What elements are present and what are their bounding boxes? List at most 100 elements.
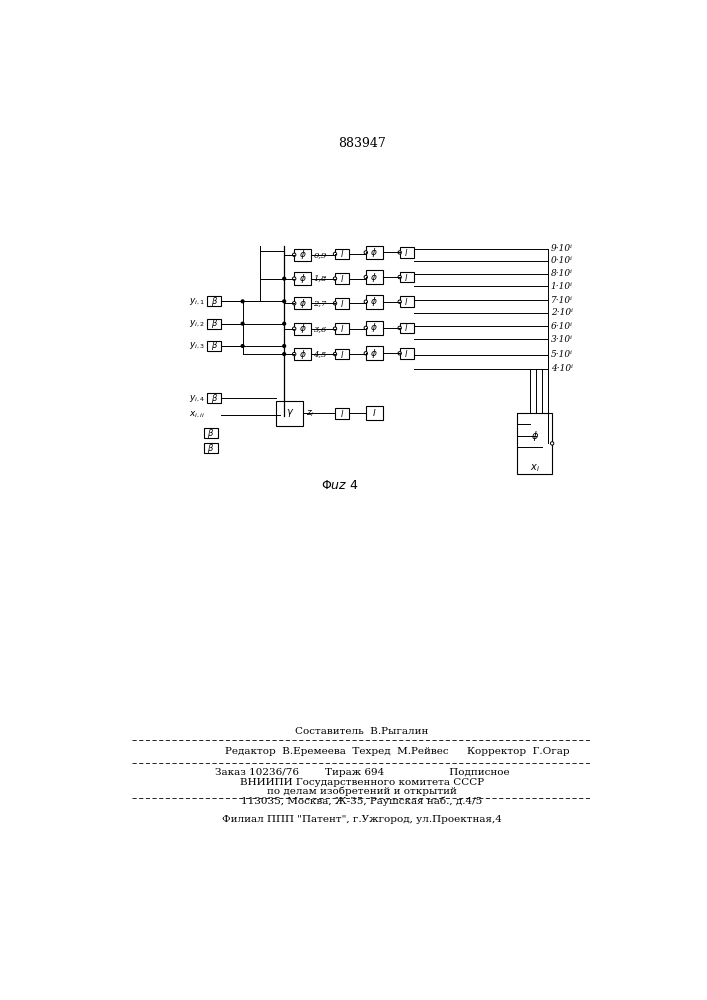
Bar — [207, 341, 221, 351]
Circle shape — [293, 327, 296, 330]
Text: ВНИИПИ Государственного комитета СССР: ВНИИПИ Государственного комитета СССР — [240, 778, 484, 787]
Circle shape — [283, 322, 286, 325]
Bar — [366, 321, 382, 335]
Circle shape — [333, 277, 337, 280]
Bar — [335, 273, 349, 284]
Text: $\it{\beta}$: $\it{\beta}$ — [211, 392, 218, 405]
Text: $\it{\beta}$: $\it{\beta}$ — [211, 317, 218, 330]
Text: 8·10ⁱ: 8·10ⁱ — [551, 269, 573, 278]
Text: $\it{l}$: $\it{l}$ — [340, 408, 344, 419]
Text: $\it{l}$: $\it{l}$ — [340, 323, 344, 334]
Bar — [207, 296, 221, 306]
Circle shape — [364, 352, 368, 355]
Bar — [335, 249, 349, 259]
Text: $\it{l}$: $\it{l}$ — [404, 247, 409, 258]
Text: $\it{\phi}$: $\it{\phi}$ — [299, 297, 306, 310]
Text: 7·10ⁱ: 7·10ⁱ — [551, 296, 573, 305]
Text: $y_{i,1}$: $y_{i,1}$ — [189, 296, 205, 307]
Bar — [294, 249, 311, 261]
Circle shape — [398, 275, 402, 279]
Bar — [399, 272, 414, 282]
Text: Филиал ППП "Патент", г.Ужгород, ул.Проектная,4: Филиал ППП "Патент", г.Ужгород, ул.Проек… — [222, 815, 502, 824]
Circle shape — [283, 300, 286, 303]
Bar — [207, 393, 221, 403]
Text: 2,7: 2,7 — [313, 299, 327, 307]
Circle shape — [293, 277, 296, 280]
Text: $\it{\phi}$: $\it{\phi}$ — [370, 347, 378, 360]
Bar — [366, 406, 382, 420]
Circle shape — [333, 352, 337, 356]
Text: $\it{l}$: $\it{l}$ — [404, 296, 409, 307]
Circle shape — [283, 353, 286, 355]
Text: $\it{l}$: $\it{l}$ — [404, 322, 409, 333]
Text: $y_{i,3}$: $y_{i,3}$ — [189, 341, 205, 351]
Text: $\it{\beta}$: $\it{\beta}$ — [207, 442, 215, 455]
Bar — [366, 295, 382, 309]
Text: $\it{\phi}$: $\it{\phi}$ — [370, 246, 378, 259]
Text: $\it{\beta}$: $\it{\beta}$ — [211, 295, 218, 308]
Circle shape — [398, 251, 402, 254]
Bar — [399, 348, 414, 359]
Bar — [366, 346, 382, 360]
Text: 9·10ⁱ: 9·10ⁱ — [551, 244, 573, 253]
Text: 5·10ⁱ: 5·10ⁱ — [551, 350, 573, 359]
Text: $\it{l}$: $\it{l}$ — [404, 272, 409, 283]
Text: 883947: 883947 — [338, 137, 386, 150]
Bar — [276, 401, 303, 426]
Text: Составитель  В.Рыгалин: Составитель В.Рыгалин — [296, 727, 428, 736]
Bar — [335, 408, 349, 419]
Bar — [204, 428, 218, 438]
Bar — [399, 323, 414, 333]
Text: $\it{\phi}$: $\it{\phi}$ — [299, 248, 306, 261]
Bar — [207, 319, 221, 329]
Circle shape — [551, 442, 554, 445]
Circle shape — [398, 326, 402, 330]
Text: $\it{l}$: $\it{l}$ — [340, 248, 344, 259]
Text: $\it{l}$: $\it{l}$ — [340, 273, 344, 284]
Text: 1,8: 1,8 — [313, 275, 327, 283]
Text: $\it{l}$: $\it{l}$ — [340, 349, 344, 360]
Text: Корректор  Г.Огар: Корректор Г.Огар — [467, 747, 570, 756]
Circle shape — [398, 352, 402, 355]
Text: $\it{\gamma}$: $\it{\gamma}$ — [286, 407, 294, 419]
Text: 2·10ⁱ: 2·10ⁱ — [551, 308, 573, 317]
Text: $\it{\beta}$: $\it{\beta}$ — [211, 339, 218, 352]
Bar — [294, 348, 311, 360]
Text: 0·10ⁱ: 0·10ⁱ — [551, 256, 573, 265]
Text: 4·10ⁱ: 4·10ⁱ — [551, 364, 573, 373]
Circle shape — [364, 275, 368, 279]
Text: $\it{\phi}$: $\it{\phi}$ — [370, 271, 378, 284]
Bar — [399, 247, 414, 258]
Text: $\Phi u z \ 4$: $\Phi u z \ 4$ — [321, 479, 358, 492]
Bar — [294, 323, 311, 335]
Bar — [294, 272, 311, 285]
Text: 4,5: 4,5 — [313, 350, 327, 358]
Circle shape — [241, 345, 244, 347]
Circle shape — [333, 302, 337, 305]
Text: $\it{l}$: $\it{l}$ — [404, 348, 409, 359]
Bar — [204, 443, 218, 453]
Circle shape — [283, 345, 286, 347]
Text: 6·10ⁱ: 6·10ⁱ — [551, 322, 573, 331]
Text: $\it{l}$: $\it{l}$ — [372, 407, 377, 418]
Text: по делам изобретений и открытий: по делам изобретений и открытий — [267, 787, 457, 796]
Text: Заказ 10236/76        Тираж 694                    Подписное: Заказ 10236/76 Тираж 694 Подписное — [215, 768, 509, 777]
Text: $x_i$: $x_i$ — [530, 462, 539, 474]
Circle shape — [241, 300, 244, 303]
Circle shape — [364, 251, 368, 254]
Text: $y_{i,4}$: $y_{i,4}$ — [189, 393, 205, 404]
Text: 1·10ⁱ: 1·10ⁱ — [551, 282, 573, 291]
Text: $\it{\phi}$: $\it{\phi}$ — [299, 272, 306, 285]
Circle shape — [364, 326, 368, 330]
Text: $\it{\phi}$: $\it{\phi}$ — [531, 429, 539, 443]
Text: $\it{\beta}$: $\it{\beta}$ — [207, 427, 215, 440]
Text: $x_{i,ii}$: $x_{i,ii}$ — [189, 410, 205, 420]
Circle shape — [293, 352, 296, 356]
Bar — [335, 349, 349, 359]
Bar — [335, 323, 349, 334]
Text: $\it{l}$: $\it{l}$ — [340, 298, 344, 309]
Text: $\it{\phi}$: $\it{\phi}$ — [299, 348, 306, 361]
Circle shape — [283, 277, 286, 280]
Circle shape — [241, 322, 244, 325]
Circle shape — [293, 253, 296, 256]
